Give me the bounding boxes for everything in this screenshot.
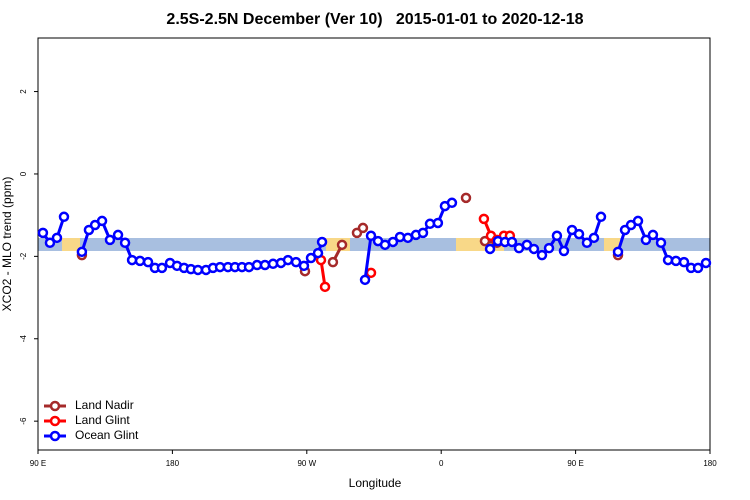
data-point [387,236,399,248]
data-point [551,230,563,242]
data-point [37,227,49,239]
data-point [58,211,70,223]
ocean-band [38,238,710,251]
data-point [319,281,331,293]
data-point [282,254,294,266]
legend-label: Land Glint [75,413,130,427]
chart-title: 2.5S-2.5N December (Ver 10) 2015-01-01 t… [166,11,583,28]
y-tick-label: 0 [19,171,28,176]
data-point [259,259,271,271]
data-point [536,249,548,261]
data-point [647,229,659,241]
data-point [573,228,585,240]
data-point [76,246,88,258]
data-point [460,192,472,204]
data-point [446,197,458,209]
y-tick-label: 2 [19,89,28,94]
data-point [357,222,369,234]
legend-marker [49,415,61,427]
data-point [243,261,255,273]
data-point [478,213,490,225]
data-point [558,245,570,257]
data-point [632,215,644,227]
y-tick-label: -2 [19,252,28,260]
data-point [528,243,540,255]
legend-label: Land Nadir [75,398,134,412]
data-point [581,237,593,249]
data-point [336,239,348,251]
data-point [640,234,652,246]
data-point [365,230,377,242]
data-point [156,262,168,274]
data-point [51,232,63,244]
legend-marker [49,400,61,412]
data-point [678,256,690,268]
data-point [417,227,429,239]
x-tick-label: 180 [166,459,180,468]
data-point [327,256,339,268]
data-point [432,217,444,229]
data-point [96,215,108,227]
data-point [142,256,154,268]
y-tick-label: -4 [19,335,28,343]
plot-frame [37,37,711,451]
data-point [290,256,302,268]
x-tick-label: 90 E [30,459,46,468]
x-axis-label: Longitude [349,476,402,490]
surface-band [38,238,710,251]
x-tick-label: 90 W [297,459,316,468]
data-point [365,267,377,279]
data-point [298,260,310,272]
data-point [192,264,204,276]
data-point [670,255,682,267]
data-point [44,237,56,249]
data-point [316,236,328,248]
series-line [319,218,510,288]
data-point [595,211,607,223]
x-tick-label: 180 [703,459,717,468]
data-point [305,252,317,264]
x-tick-label: 90 E [567,459,583,468]
legend-marker [49,430,61,442]
data-point [402,232,414,244]
data-point [112,229,124,241]
data-point [700,257,712,269]
y-axis-label: XCO2 - MLO trend (ppm) [0,177,14,312]
data-point [543,242,555,254]
data-point [612,246,624,258]
data-point [692,262,704,274]
data-point [119,237,131,249]
data-point [104,234,116,246]
data-point [588,232,600,244]
data-point [484,243,496,255]
data-point [506,236,518,248]
y-tick-label: -6 [19,417,28,425]
data-point [312,247,324,259]
data-point [134,255,146,267]
data-point [359,274,371,286]
legend-label: Ocean Glint [75,428,139,442]
x-tick-label: 0 [439,459,444,468]
land-band [62,238,80,251]
data-point [655,237,667,249]
